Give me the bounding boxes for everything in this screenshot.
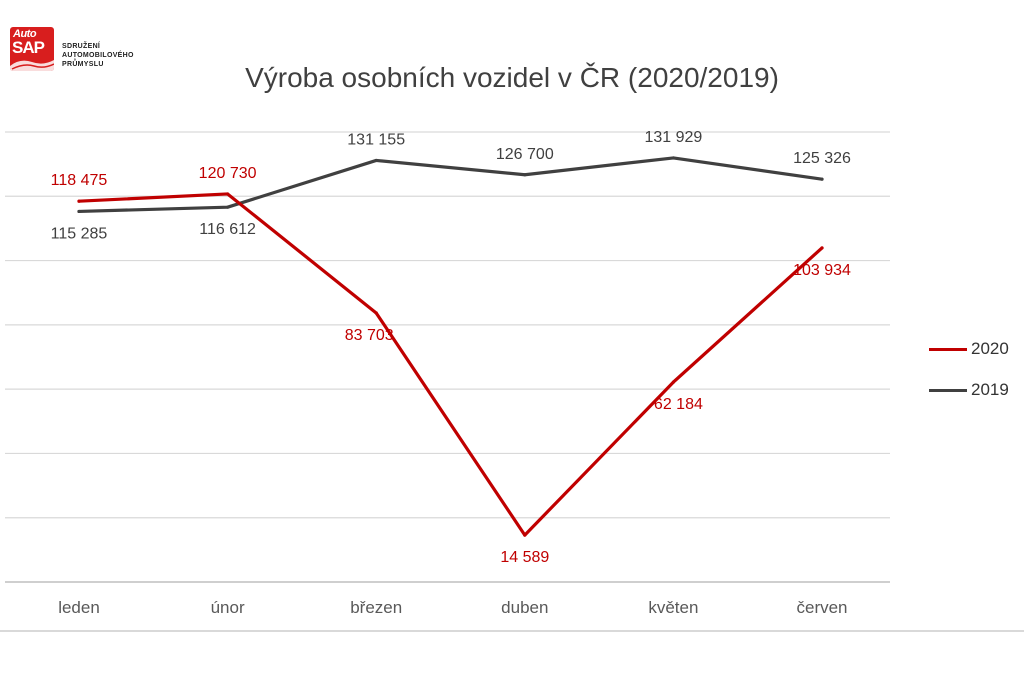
logo-badge-main-text: SAP bbox=[12, 38, 45, 57]
data-label-2020: 62 184 bbox=[654, 396, 703, 413]
data-label-2020: 14 589 bbox=[500, 549, 549, 566]
x-tick-label: duben bbox=[501, 598, 548, 617]
bottom-divider bbox=[0, 630, 1024, 632]
x-tick-label: leden bbox=[58, 598, 100, 617]
logo-org-line-2: AUTOMOBILOVÉHO bbox=[62, 52, 134, 59]
data-point-2019 bbox=[820, 177, 824, 181]
legend-item-2019: 2019 bbox=[929, 380, 1024, 400]
data-label-2019: 115 285 bbox=[51, 225, 108, 242]
car-swoosh-icon bbox=[10, 60, 54, 71]
logo-org-name: SDRUŽENÍ AUTOMOBILOVÉHO PRŮMYSLU bbox=[62, 42, 162, 69]
chart-title: Výroba osobních vozidel v ČR (2020/2019) bbox=[245, 62, 779, 93]
data-label-2019: 126 700 bbox=[496, 146, 554, 163]
legend-swatch-2020 bbox=[929, 348, 967, 351]
data-point-2020 bbox=[77, 199, 81, 203]
data-label-2019: 125 326 bbox=[793, 150, 851, 167]
autosap-badge: Auto SAP bbox=[10, 27, 54, 71]
data-label-2019: 131 155 bbox=[347, 131, 405, 148]
legend-item-2020: 2020 bbox=[929, 339, 1024, 359]
data-point-2020 bbox=[523, 533, 527, 537]
data-label-2020: 83 703 bbox=[345, 327, 394, 344]
series-line-2019 bbox=[77, 156, 824, 214]
legend-swatch-2019 bbox=[929, 389, 967, 392]
logo-org-line-1: SDRUŽENÍ bbox=[62, 43, 101, 50]
x-tick-label: únor bbox=[211, 598, 245, 617]
data-point-2019 bbox=[374, 158, 378, 163]
data-label-2019: 116 612 bbox=[199, 221, 256, 238]
data-point-2019 bbox=[226, 205, 230, 209]
data-point-2019 bbox=[523, 173, 527, 177]
logo-org-line-3: PRŮMYSLU bbox=[62, 61, 104, 68]
x-tick-label: květen bbox=[648, 598, 698, 617]
data-label-2020: 103 934 bbox=[793, 262, 851, 279]
data-point-2020 bbox=[820, 246, 824, 250]
legend-label-2019: 2019 bbox=[971, 380, 1009, 399]
data-label-2020: 120 730 bbox=[199, 165, 257, 182]
x-tick-label: červen bbox=[796, 598, 847, 617]
logo-badge-top-text: Auto bbox=[13, 28, 37, 40]
data-point-2019 bbox=[77, 209, 81, 214]
x-tick-label: březen bbox=[350, 598, 402, 617]
data-label-2020: 118 475 bbox=[51, 172, 108, 189]
data-point-2020 bbox=[671, 380, 676, 384]
legend-label-2020: 2020 bbox=[971, 339, 1009, 358]
series-line-2020 bbox=[77, 192, 824, 537]
autosap-logo: Auto SAP SDRUŽENÍ AUTOMOBILOVÉHO PRŮMYSL… bbox=[10, 27, 160, 77]
data-point-2020 bbox=[374, 311, 378, 315]
data-point-2019 bbox=[671, 156, 676, 160]
data-label-2019: 131 929 bbox=[644, 129, 702, 146]
data-point-2020 bbox=[226, 192, 230, 196]
